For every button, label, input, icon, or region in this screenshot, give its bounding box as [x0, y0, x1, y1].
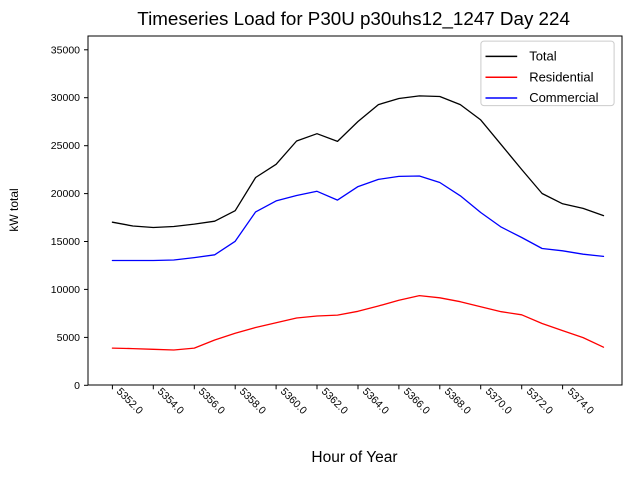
svg-text:Timeseries Load for P30U p30uh: Timeseries Load for P30U p30uhs12_1247 D…	[137, 8, 570, 30]
svg-text:5368.0: 5368.0	[442, 386, 473, 417]
svg-text:5372.0: 5372.0	[524, 386, 555, 417]
svg-text:5354.0: 5354.0	[155, 386, 186, 417]
svg-text:Commercial: Commercial	[529, 90, 598, 105]
svg-text:5352.0: 5352.0	[114, 386, 145, 417]
svg-text:20000: 20000	[51, 188, 80, 200]
svg-text:35000: 35000	[51, 44, 80, 56]
svg-text:30000: 30000	[51, 92, 80, 104]
svg-text:kW total: kW total	[7, 188, 21, 231]
svg-text:10000: 10000	[51, 284, 80, 296]
svg-text:Residential: Residential	[529, 69, 593, 84]
svg-text:5356.0: 5356.0	[196, 386, 227, 417]
svg-text:5360.0: 5360.0	[278, 386, 309, 417]
svg-text:0: 0	[74, 380, 80, 392]
svg-text:25000: 25000	[51, 140, 80, 152]
svg-text:15000: 15000	[51, 236, 80, 248]
svg-text:5370.0: 5370.0	[483, 386, 514, 417]
svg-text:5364.0: 5364.0	[360, 386, 391, 417]
svg-text:5374.0: 5374.0	[565, 386, 596, 417]
svg-text:Total: Total	[529, 49, 557, 64]
svg-text:5362.0: 5362.0	[319, 386, 350, 417]
svg-text:5366.0: 5366.0	[401, 386, 432, 417]
svg-text:5358.0: 5358.0	[237, 386, 268, 417]
svg-text:5000: 5000	[57, 332, 81, 344]
svg-text:Hour of Year: Hour of Year	[311, 449, 397, 466]
